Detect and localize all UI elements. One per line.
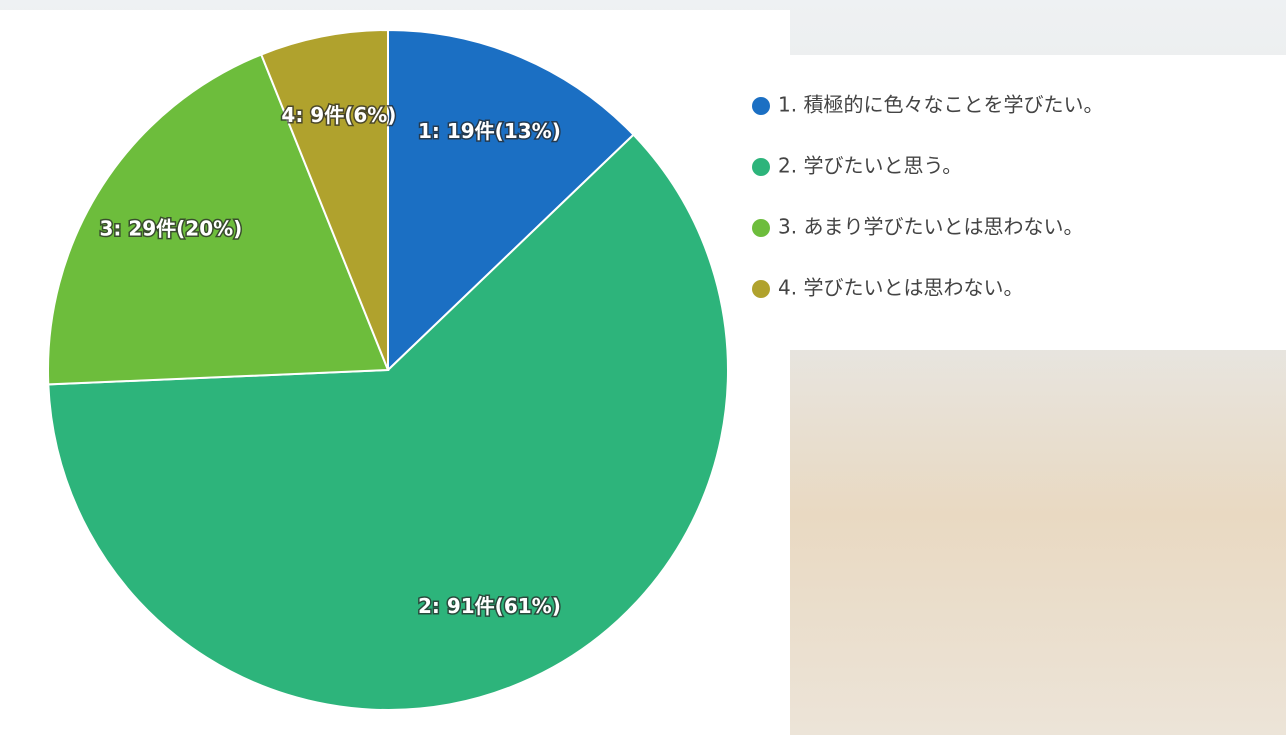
pie-slice — [387, 28, 635, 373]
slice-label: 4: 9件(6%) — [281, 103, 396, 127]
slice-label: 2: 91件(61%) — [418, 594, 561, 618]
legend-swatch — [752, 97, 770, 115]
legend-panel — [775, 55, 1286, 350]
slice-label: 1: 19件(13%) — [418, 119, 561, 143]
slice-label: 3: 29件(20%) — [99, 216, 242, 240]
legend-swatch — [752, 280, 770, 298]
pie-slice — [47, 53, 390, 386]
legend-swatch — [752, 219, 770, 237]
slice-labels: 1: 19件(13%) 2: 91件(61%) 3: 29件(20%) 4: 9件(6… — [98, 101, 562, 619]
legend-label: 1. 積極的に色々なことを学びたい。 — [778, 93, 1103, 117]
legend-label: 4. 学びたいとは思わない。 — [778, 276, 1023, 300]
pie — [47, 28, 729, 711]
legend: 1. 積極的に色々なことを学びたい。 2. 学びたいと思う。 3. あまり学びたいと… — [752, 93, 1103, 300]
legend-label: 2. 学びたいと思う。 — [778, 154, 962, 178]
legend-swatch — [752, 158, 770, 176]
pie-slice — [259, 28, 389, 371]
pie-slice — [47, 133, 729, 711]
legend-label: 3. あまり学びたいとは思わない。 — [778, 215, 1083, 239]
